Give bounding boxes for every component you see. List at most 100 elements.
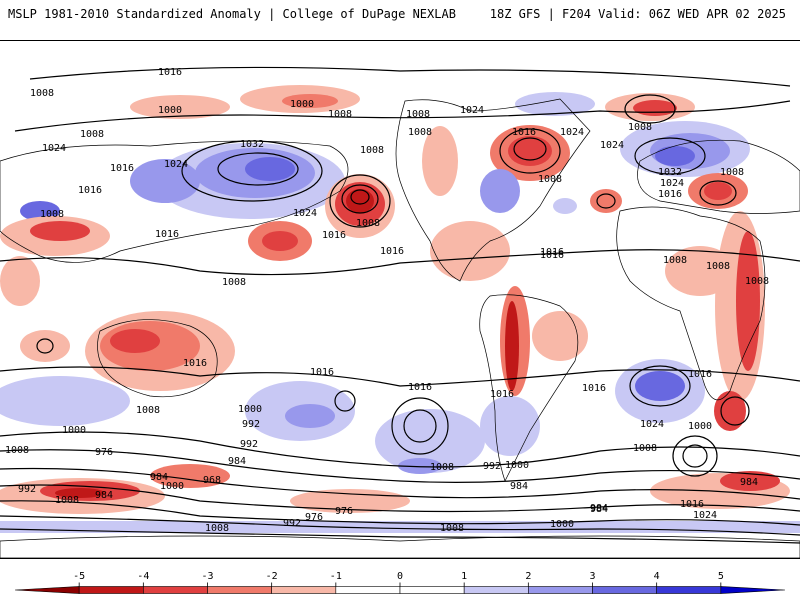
- map-title: MSLP 1981-2010 Standardized Anomaly | Co…: [8, 7, 456, 21]
- isobar-label: 1016: [688, 369, 712, 380]
- isobar-label: 1016: [658, 189, 682, 200]
- isobar-label: 1000: [62, 425, 86, 436]
- isobar-label: 976: [305, 512, 323, 523]
- colorbar-swatch: [79, 587, 143, 594]
- colorbar-swatch: [593, 587, 657, 594]
- isobar-label: 1016: [110, 163, 134, 174]
- isobar-label: 1008: [406, 109, 430, 120]
- isobar-label: 1008: [745, 276, 769, 287]
- colorbar-tick-label: -2: [266, 571, 278, 582]
- isobar-label: 1016: [380, 246, 404, 257]
- isobar-label: 1016: [490, 389, 514, 400]
- isobar-label: 1008: [430, 462, 454, 473]
- isobar-label: 1016: [155, 229, 179, 240]
- colorbar-arrow-left: [15, 587, 79, 594]
- isobar-label: 1016: [310, 367, 334, 378]
- anomaly-pos-area: [245, 157, 295, 181]
- colorbar-tick-label: -5: [73, 571, 85, 582]
- anomaly-neg-area: [346, 189, 374, 213]
- world-map: 1016 1008 1000 1000 1008 1024 1016 1016 …: [0, 41, 800, 558]
- isobar-label: 976: [335, 506, 353, 517]
- isobar-label: 976: [95, 447, 113, 458]
- isobar-label: 1016: [540, 250, 564, 261]
- header: MSLP 1981-2010 Standardized Anomaly | Co…: [0, 0, 800, 32]
- anomaly-neg-area: [590, 189, 622, 213]
- anomaly-pos-area: [635, 371, 685, 401]
- isobar-label: 992: [283, 518, 301, 529]
- colorbar-arrow-right: [721, 587, 785, 594]
- isobar-label: 1008: [706, 261, 730, 272]
- antarctica-outline: [0, 536, 800, 558]
- isobar-label: 1000: [505, 460, 529, 471]
- isobar-label: 1008: [30, 88, 54, 99]
- anomaly-pos-area: [655, 146, 695, 166]
- colorbar-tick-label: 5: [718, 571, 724, 582]
- isobar-label: 984: [510, 481, 528, 492]
- anomaly-pos-area: [480, 396, 540, 456]
- colorbar-tick-label: 2: [525, 571, 531, 582]
- isobar-label: 1008: [40, 209, 64, 220]
- anomaly-pos-area: [480, 169, 520, 213]
- anomaly-neg-area: [633, 100, 677, 116]
- isobar-label: 1016: [408, 382, 432, 393]
- isobar-label: 1016: [680, 499, 704, 510]
- isobar-label: 1016: [322, 230, 346, 241]
- isobar-label: 992: [240, 439, 258, 450]
- anomaly-neg-area: [20, 330, 70, 362]
- isobar-label: 1016: [78, 185, 102, 196]
- isobar-label: 1016: [183, 358, 207, 369]
- colorbar-swatch: [528, 587, 592, 594]
- isobar-label: 1024: [164, 159, 188, 170]
- isobar-label: 1024: [660, 178, 684, 189]
- anomaly-neg-area: [714, 391, 746, 431]
- colorbar-tick-label: 0: [397, 571, 403, 582]
- isobar-label: 1000: [550, 519, 574, 530]
- isobar-label: 984: [590, 504, 608, 515]
- isobar-label: 1008: [408, 127, 432, 138]
- colorbar-blocks: [15, 587, 785, 594]
- colorbar-tick-label: -1: [330, 571, 342, 582]
- anomaly-neg-area: [736, 231, 760, 371]
- isobar-label: 984: [95, 490, 113, 501]
- isobar-label: 992: [242, 419, 260, 430]
- isobar-line: [683, 445, 707, 467]
- anomaly-neg-area: [704, 182, 732, 200]
- isobar-label: 1008: [328, 109, 352, 120]
- isobars: [0, 67, 800, 543]
- colorbar-swatch: [336, 587, 400, 594]
- isobar-label: 1008: [720, 167, 744, 178]
- anomaly-pos-area: [0, 376, 130, 426]
- anomaly-neg-area: [30, 221, 90, 241]
- anomaly-neg-area: [110, 329, 160, 353]
- isobar-label: 1008: [663, 255, 687, 266]
- isobar-label: 1000: [238, 404, 262, 415]
- isobar-label: 1024: [460, 105, 484, 116]
- isobar-label: 1024: [293, 208, 317, 219]
- isobar-label: 1024: [640, 419, 664, 430]
- isobar-label: 1008: [55, 495, 79, 506]
- colorbar-swatch: [272, 587, 336, 594]
- anomaly-neg-area: [262, 231, 298, 251]
- colorbar-swatch: [657, 587, 721, 594]
- isobar-label: 1008: [222, 277, 246, 288]
- isobar-label: 1024: [693, 510, 717, 521]
- isobar-label: 968: [203, 475, 221, 486]
- isobar-label: 984: [228, 456, 246, 467]
- isobar-label: 1008: [440, 523, 464, 534]
- isobar-label: 1000: [290, 99, 314, 110]
- isobar-label: 1008: [205, 523, 229, 534]
- colorbar-swatch: [208, 587, 272, 594]
- isobar-label: 1008: [80, 129, 104, 140]
- anomaly-neg-area: [430, 221, 510, 281]
- anomaly-neg-area: [505, 301, 519, 391]
- isobar-label: 1008: [538, 174, 562, 185]
- isobar-label: 1024: [600, 140, 624, 151]
- anomaly-neg-area: [0, 256, 40, 306]
- isobar-label: 1032: [240, 139, 264, 150]
- isobar-label: 992: [483, 461, 501, 472]
- isobar-label: 1000: [688, 421, 712, 432]
- colorbar-tick-label: -4: [137, 571, 149, 582]
